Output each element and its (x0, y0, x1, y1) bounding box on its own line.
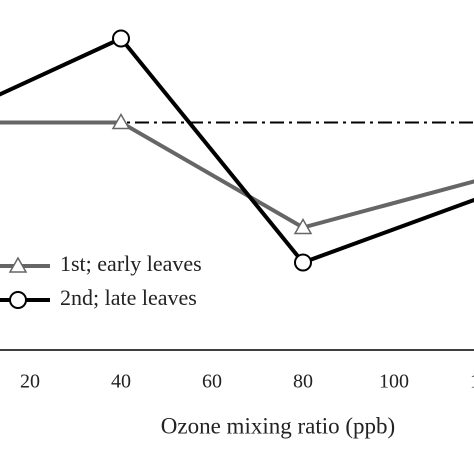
x-tick-label: 40 (111, 371, 131, 393)
data-point (294, 253, 312, 272)
legend-label: 2nd; late leaves (60, 285, 197, 310)
x-tick-label: 20 (20, 371, 40, 393)
data-point (112, 29, 130, 48)
data-point (111, 112, 131, 130)
legend-marker (8, 256, 28, 273)
x-tick-label: 60 (202, 371, 222, 393)
x-tick-label: 120 (470, 371, 474, 393)
x-axis-label: Ozone mixing ratio (ppb) (161, 413, 395, 438)
series-line (0, 36, 474, 265)
x-tick-label: 80 (293, 371, 313, 393)
legend-label: 1st; early leaves (60, 251, 202, 276)
series-line (0, 120, 474, 230)
data-point (293, 217, 313, 235)
x-tick-label: 100 (379, 371, 409, 393)
legend-marker (9, 291, 27, 309)
